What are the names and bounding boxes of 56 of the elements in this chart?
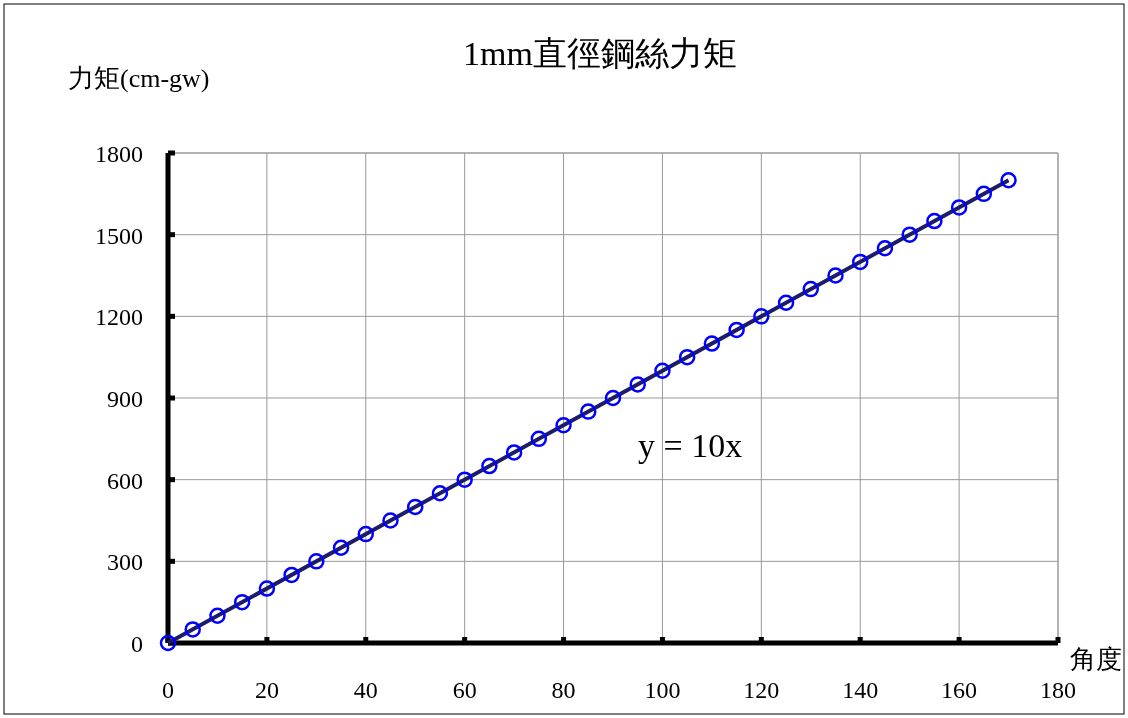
point <box>530 430 548 448</box>
point <box>901 226 918 243</box>
point <box>209 607 226 625</box>
y-tick-label: 600 <box>107 467 143 494</box>
point <box>777 294 795 311</box>
point <box>308 553 325 570</box>
x-tick-label: 160 <box>941 677 978 703</box>
point <box>654 362 671 380</box>
y-tick-label: 1200 <box>95 304 143 331</box>
point <box>159 634 177 652</box>
point <box>703 335 721 352</box>
point <box>406 498 424 516</box>
point <box>456 471 473 488</box>
x-tick-label: 40 <box>353 677 378 703</box>
point <box>382 512 399 529</box>
point <box>233 593 251 611</box>
point <box>629 376 646 393</box>
point <box>431 485 449 502</box>
x-axis-title: 角度 <box>1070 645 1122 674</box>
x-tick-label: 20 <box>254 677 279 703</box>
point <box>802 280 820 298</box>
y-tick-label: 1800 <box>95 141 143 167</box>
point <box>876 240 894 257</box>
point <box>604 389 622 407</box>
point <box>258 580 276 597</box>
point <box>926 212 943 230</box>
x-tick-label: 80 <box>551 677 576 703</box>
point <box>678 348 696 366</box>
y-tick-label: 0 <box>131 631 143 657</box>
point <box>827 267 844 284</box>
y-axis-title: 力矩(cm-gw) <box>68 64 210 93</box>
y-tick-label: 1500 <box>95 222 143 249</box>
point <box>555 416 572 434</box>
point <box>851 253 869 271</box>
x-tick-label: 0 <box>162 677 174 703</box>
point <box>753 308 770 325</box>
y-tick-label: 300 <box>107 549 143 576</box>
point <box>505 444 523 461</box>
point <box>580 403 597 420</box>
point <box>975 185 993 203</box>
x-tick-label: 120 <box>743 677 780 703</box>
chart-title: 1mm直徑鋼絲力矩 <box>463 35 737 72</box>
point <box>357 525 375 543</box>
x-tick-label: 100 <box>644 677 681 703</box>
x-tick-label: 60 <box>452 677 477 703</box>
point <box>950 199 968 216</box>
point <box>481 457 498 475</box>
point <box>332 539 350 556</box>
x-tick-label: 180 <box>1040 677 1076 703</box>
point <box>1000 171 1017 189</box>
annotation: y = 10x <box>638 427 743 464</box>
point <box>184 621 201 638</box>
y-tick-label: 900 <box>107 386 143 412</box>
point <box>728 321 745 339</box>
x-tick-label: 140 <box>842 677 879 703</box>
point <box>283 566 300 584</box>
